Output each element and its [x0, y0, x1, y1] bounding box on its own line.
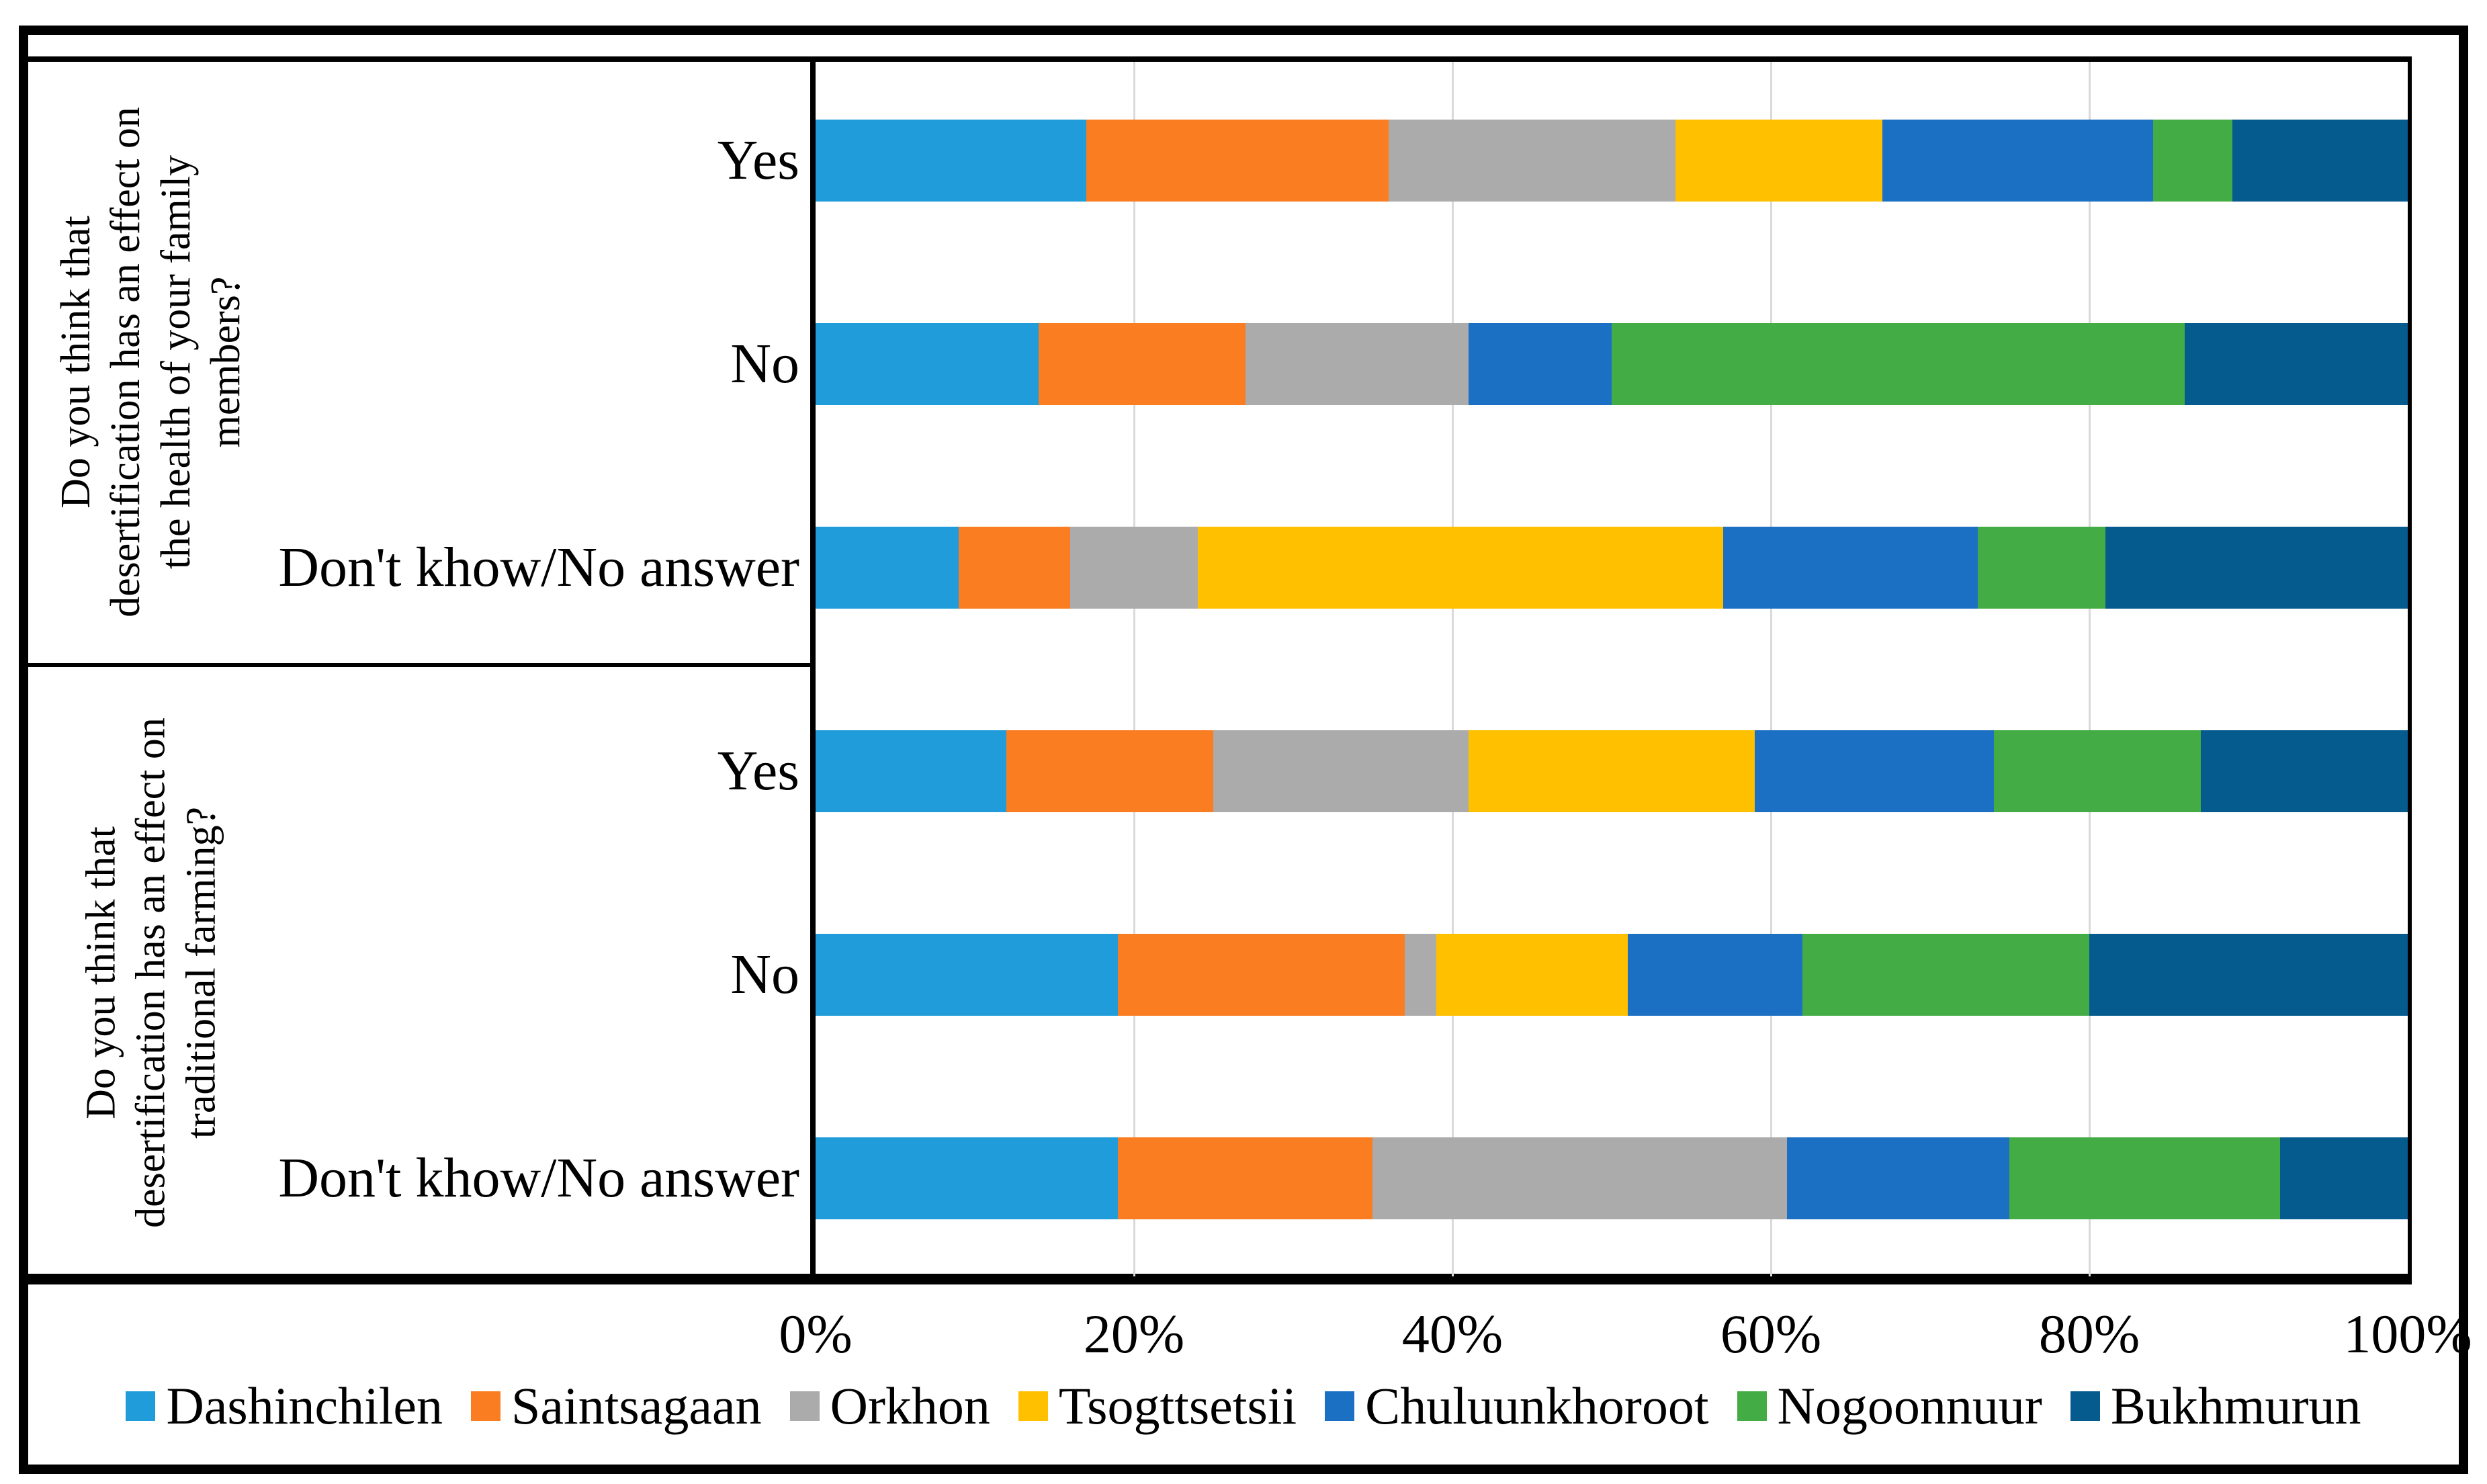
- bar-row-4: [816, 730, 2408, 812]
- bar-row-1: [816, 120, 2408, 202]
- legend-item-dashinchilen: Dashinchilen: [126, 1374, 443, 1438]
- bar-segment-orkhon: [1213, 730, 1469, 812]
- gridline-20%: [1133, 62, 1135, 1276]
- bar-segment-bukhmurun: [2185, 323, 2408, 406]
- bar-segment-nogoonnuur: [1611, 323, 2185, 406]
- x-axis-tick-label: 60%: [1720, 1303, 1822, 1364]
- gridline-80%: [2088, 62, 2091, 1276]
- legend-swatch-icon: [471, 1391, 501, 1421]
- legend-item-orkhon: Orkhon: [789, 1374, 990, 1438]
- bar-segment-saintsagaan: [959, 527, 1071, 609]
- legend-label: Bukhmurun: [2110, 1377, 2361, 1435]
- question-label-1: Do you think that desertification has an …: [53, 107, 249, 617]
- bar-segment-chuluunkhoroot: [1722, 527, 1978, 609]
- bar-segment-tsogttsetsii: [1197, 527, 1723, 609]
- bar-segment-dashinchilen: [816, 1137, 1119, 1219]
- legend-item-bukhmurun: Bukhmurun: [2070, 1374, 2361, 1438]
- x-axis-tick-label: 100%: [2343, 1303, 2472, 1364]
- legend-label: Chuluunkhoroot: [1365, 1377, 1709, 1435]
- legend-swatch-icon: [2070, 1391, 2100, 1421]
- legend-swatch-icon: [1018, 1391, 1048, 1421]
- legend-item-nogoonnuur: Nogoonnuur: [1737, 1374, 2042, 1438]
- legend-item-saintsagaan: Saintsagaan: [471, 1374, 762, 1438]
- bar-row-5: [816, 933, 2408, 1016]
- bar-segment-dashinchilen: [816, 933, 1119, 1016]
- chart-bottom-border: [24, 1274, 2412, 1284]
- bar-segment-nogoonnuur: [2152, 120, 2233, 202]
- x-axis-tick-label: 40%: [1401, 1303, 1503, 1364]
- bar-segment-orkhon: [1404, 933, 1437, 1016]
- bar-segment-saintsagaan: [1118, 933, 1405, 1016]
- legend-swatch-icon: [789, 1391, 820, 1421]
- bar-segment-chuluunkhoroot: [1786, 1137, 2010, 1219]
- plot-right-border: [2408, 56, 2412, 1284]
- bar-segment-dashinchilen: [816, 323, 1039, 406]
- legend-label: Nogoonnuur: [1777, 1377, 2042, 1435]
- legend-swatch-icon: [1325, 1391, 1355, 1421]
- bar-segment-bukhmurun: [2280, 1137, 2408, 1219]
- category-label: No: [730, 333, 799, 396]
- bar-segment-dashinchilen: [816, 730, 1007, 812]
- bar-segment-bukhmurun: [2200, 730, 2408, 812]
- bar-segment-chuluunkhoroot: [1755, 730, 1994, 812]
- legend-swatch-icon: [1737, 1391, 1767, 1421]
- bar-segment-nogoonnuur: [2009, 1137, 2281, 1219]
- question-divider-line: [24, 663, 816, 667]
- gridline-60%: [1770, 62, 1772, 1276]
- bar-segment-orkhon: [1070, 527, 1198, 609]
- bar-segment-nogoonnuur: [1802, 933, 2089, 1016]
- figure-outer-border: [19, 26, 2468, 1474]
- bar-row-2: [816, 323, 2408, 406]
- x-axis-tick-label: 0%: [779, 1303, 853, 1364]
- legend-item-tsogttsetsii: Tsogttsetsii: [1018, 1374, 1297, 1438]
- bar-segment-saintsagaan: [1006, 730, 1214, 812]
- legend-item-chuluunkhoroot: Chuluunkhoroot: [1325, 1374, 1709, 1438]
- legend: Dashinchilen Saintsagaan Orkhon Tsogttsetsi…: [27, 1369, 2460, 1443]
- bar-segment-orkhon: [1245, 323, 1469, 406]
- bar-segment-bukhmurun: [2232, 120, 2408, 202]
- category-label: Yes: [717, 129, 799, 192]
- bar-row-3: [816, 527, 2408, 609]
- gridline-40%: [1451, 62, 1454, 1276]
- bar-segment-saintsagaan: [1086, 120, 1389, 202]
- legend-swatch-icon: [126, 1391, 156, 1421]
- legend-label: Tsogttsetsii: [1058, 1377, 1297, 1435]
- bar-segment-orkhon: [1389, 120, 1675, 202]
- bar-segment-orkhon: [1372, 1137, 1787, 1219]
- x-axis-tick-label: 80%: [2038, 1303, 2140, 1364]
- x-axis-tick-label: 20%: [1083, 1303, 1185, 1364]
- y-axis-line: [810, 56, 816, 1284]
- category-label: No: [730, 943, 799, 1006]
- bar-segment-chuluunkhoroot: [1468, 323, 1612, 406]
- legend-label: Orkhon: [830, 1377, 990, 1435]
- bar-row-6: [816, 1137, 2408, 1219]
- legend-label: Saintsagaan: [511, 1377, 762, 1435]
- category-label: Don't khow/No answer: [278, 536, 799, 599]
- category-label: Yes: [717, 739, 799, 802]
- bar-segment-dashinchilen: [816, 120, 1086, 202]
- chart-top-border: [24, 56, 2412, 62]
- bar-segment-bukhmurun: [2089, 933, 2408, 1016]
- bar-segment-nogoonnuur: [1978, 527, 2105, 609]
- question-label-2: Do you think that desertification has an …: [78, 717, 224, 1228]
- bar-segment-dashinchilen: [816, 527, 959, 609]
- bar-segment-nogoonnuur: [1993, 730, 2201, 812]
- legend-label: Dashinchilen: [166, 1377, 443, 1435]
- bar-segment-saintsagaan: [1118, 1137, 1373, 1219]
- bar-segment-tsogttsetsii: [1436, 933, 1628, 1016]
- bar-segment-tsogttsetsii: [1675, 120, 1882, 202]
- category-label: Don't khow/No answer: [278, 1146, 799, 1209]
- bar-segment-chuluunkhoroot: [1882, 120, 2153, 202]
- bar-segment-tsogttsetsii: [1468, 730, 1755, 812]
- bar-segment-chuluunkhoroot: [1627, 933, 1803, 1016]
- bar-segment-bukhmurun: [2105, 527, 2408, 609]
- bar-segment-saintsagaan: [1038, 323, 1246, 406]
